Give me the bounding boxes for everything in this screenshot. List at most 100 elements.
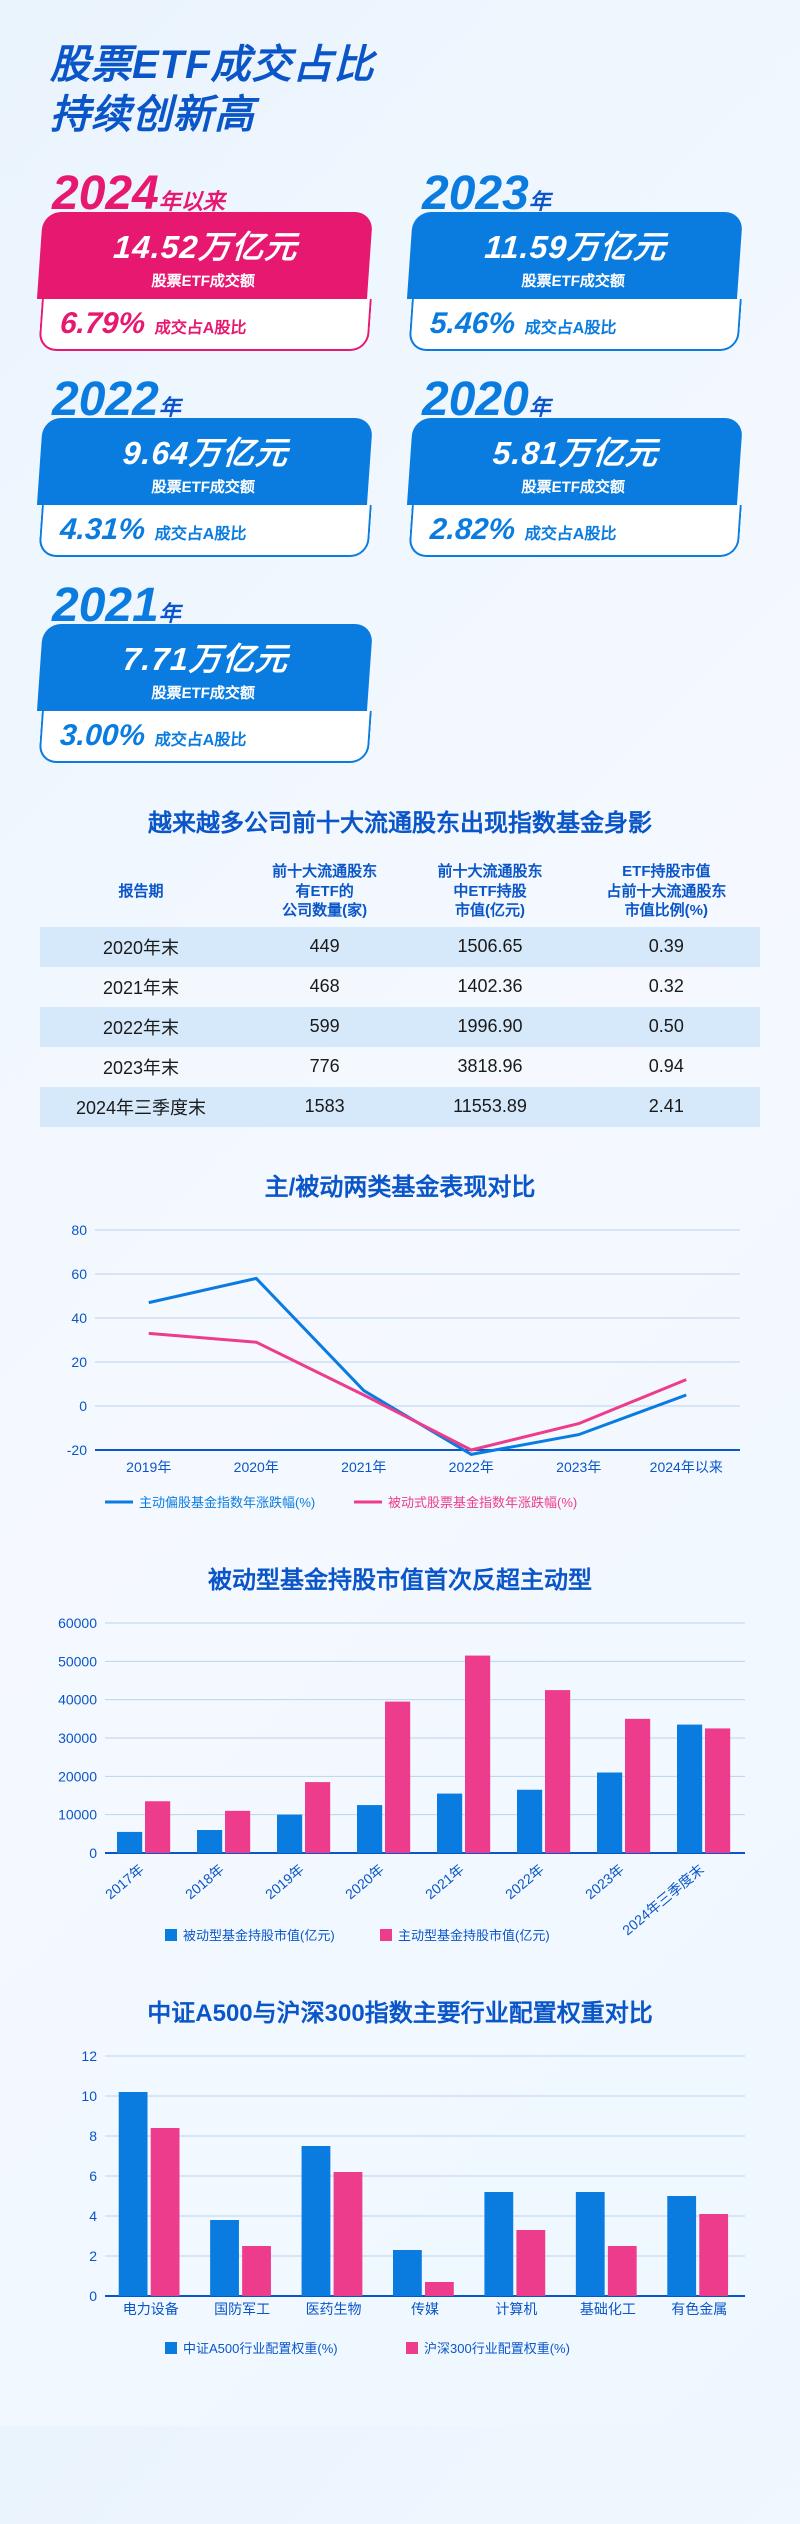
table-cell: 2022年末	[40, 1007, 242, 1047]
card-volume-label: 股票ETF成交额	[38, 270, 369, 291]
card-year-suffix: 年	[529, 189, 551, 214]
card-year: 2020	[422, 376, 529, 424]
card-bottom: 3.00% 成交占A股比	[38, 711, 372, 763]
line-chart-title: 主/被动两类基金表现对比	[40, 1167, 760, 1202]
svg-text:医药生物: 医药生物	[306, 2301, 362, 2317]
svg-text:12: 12	[81, 2048, 97, 2064]
table-cell: 468	[242, 967, 407, 1007]
card-ratio: 2.82%	[429, 513, 516, 547]
svg-text:10: 10	[81, 2088, 97, 2104]
svg-text:6: 6	[89, 2168, 97, 2184]
table-cell: 1996.90	[407, 1007, 572, 1047]
card-year: 2021	[52, 582, 159, 630]
page-title: 股票ETF成交占比持续创新高	[50, 40, 760, 140]
card-ratio-label: 成交占A股比	[154, 314, 247, 338]
svg-text:8: 8	[89, 2128, 97, 2144]
table-cell: 0.32	[573, 967, 760, 1007]
table-header: 前十大流通股东有ETF的公司数量(家)	[242, 856, 407, 927]
svg-text:2020年: 2020年	[342, 1861, 387, 1902]
svg-text:2019年: 2019年	[262, 1861, 307, 1902]
card-top: 9.64万亿元 股票ETF成交额	[37, 418, 373, 505]
bar-chart-section: 被动型基金持股市值首次反超主动型 01000020000300004000050…	[40, 1560, 760, 1953]
svg-text:2022年: 2022年	[449, 1459, 494, 1475]
card-ratio-label: 成交占A股比	[154, 520, 247, 544]
svg-text:2023年: 2023年	[556, 1459, 601, 1475]
card-volume-label: 股票ETF成交额	[38, 682, 369, 703]
card-volume: 7.71万亿元	[39, 634, 372, 680]
svg-text:主动型基金持股市值(亿元): 主动型基金持股市值(亿元)	[398, 1928, 550, 1943]
table-cell: 1402.36	[407, 967, 572, 1007]
card-year: 2024	[52, 170, 159, 218]
table-cell: 1506.65	[407, 927, 572, 967]
table-row: 2021年末4681402.360.32	[40, 967, 760, 1007]
svg-text:0: 0	[89, 1845, 97, 1861]
table-cell: 2021年末	[40, 967, 242, 1007]
table-row: 2023年末7763818.960.94	[40, 1047, 760, 1087]
svg-text:中证A500行业配置权重(%): 中证A500行业配置权重(%)	[183, 2341, 338, 2356]
card-top: 14.52万亿元 股票ETF成交额	[37, 212, 373, 299]
svg-text:-20: -20	[67, 1442, 87, 1458]
svg-text:传媒: 传媒	[411, 2301, 439, 2317]
svg-text:基础化工: 基础化工	[580, 2301, 636, 2317]
card-top: 5.81万亿元 股票ETF成交额	[407, 418, 743, 505]
card-top: 11.59万亿元 股票ETF成交额	[407, 212, 743, 299]
svg-text:2020年: 2020年	[234, 1459, 279, 1475]
svg-text:2018年: 2018年	[182, 1861, 227, 1902]
svg-text:4: 4	[89, 2208, 97, 2224]
card-ratio: 4.31%	[59, 513, 146, 547]
table-cell: 599	[242, 1007, 407, 1047]
table-cell: 2.41	[573, 1087, 760, 1127]
sector-chart: 024681012电力设备国防军工医药生物传媒计算机基础化工有色金属中证A500…	[40, 2046, 760, 2366]
card-year: 2022	[52, 376, 159, 424]
sector-chart-title: 中证A500与沪深300指数主要行业配置权重对比	[40, 1993, 760, 2028]
line-chart: -200204060802019年2020年2021年2022年2023年202…	[40, 1220, 760, 1520]
table-cell: 0.50	[573, 1007, 760, 1047]
table-row: 2020年末4491506.650.39	[40, 927, 760, 967]
card-ratio-label: 成交占A股比	[524, 314, 617, 338]
line-chart-section: 主/被动两类基金表现对比 -200204060802019年2020年2021年…	[40, 1167, 760, 1520]
card-year-suffix: 年	[529, 395, 551, 420]
table-cell: 2023年末	[40, 1047, 242, 1087]
card-year: 2023	[422, 170, 529, 218]
table-row: 2022年末5991996.900.50	[40, 1007, 760, 1047]
svg-text:主动偏股基金指数年涨跌幅(%): 主动偏股基金指数年涨跌幅(%)	[139, 1495, 315, 1510]
table-row: 2024年三季度末158311553.892.41	[40, 1087, 760, 1127]
card-volume: 11.59万亿元	[409, 222, 742, 268]
svg-text:2023年: 2023年	[582, 1861, 627, 1902]
svg-text:20000: 20000	[58, 1768, 97, 1784]
stat-card-2024: 2024年以来 14.52万亿元 股票ETF成交额 6.79% 成交占A股比	[40, 170, 370, 351]
table-cell: 2024年三季度末	[40, 1087, 242, 1127]
svg-text:2: 2	[89, 2248, 97, 2264]
svg-text:2022年: 2022年	[502, 1861, 547, 1902]
svg-text:80: 80	[71, 1222, 87, 1238]
card-bottom: 5.46% 成交占A股比	[408, 299, 742, 351]
bar-chart: 01000020000300004000050000600002017年2018…	[40, 1613, 760, 1953]
card-bottom: 6.79% 成交占A股比	[38, 299, 372, 351]
card-ratio: 5.46%	[429, 307, 516, 341]
svg-text:40: 40	[71, 1310, 87, 1326]
svg-text:50000: 50000	[58, 1653, 97, 1669]
stat-card-2023: 2023年 11.59万亿元 股票ETF成交额 5.46% 成交占A股比	[410, 170, 740, 351]
sector-chart-section: 中证A500与沪深300指数主要行业配置权重对比 024681012电力设备国防…	[40, 1993, 760, 2366]
svg-text:0: 0	[79, 1398, 87, 1414]
svg-text:2024年三季度末: 2024年三季度末	[619, 1861, 707, 1938]
table-header: 前十大流通股东中ETF持股市值(亿元)	[407, 856, 572, 927]
svg-text:沪深300行业配置权重(%): 沪深300行业配置权重(%)	[424, 2341, 570, 2356]
card-bottom: 2.82% 成交占A股比	[408, 505, 742, 557]
stat-card-2021: 2021年 7.71万亿元 股票ETF成交额 3.00% 成交占A股比	[40, 582, 370, 763]
table-title: 越来越多公司前十大流通股东出现指数基金身影	[40, 803, 760, 838]
svg-text:计算机: 计算机	[495, 2301, 537, 2317]
index-fund-table: 报告期前十大流通股东有ETF的公司数量(家)前十大流通股东中ETF持股市值(亿元…	[40, 856, 760, 1127]
card-year-suffix: 年	[159, 395, 181, 420]
svg-text:60000: 60000	[58, 1615, 97, 1631]
table-cell: 0.94	[573, 1047, 760, 1087]
card-volume: 14.52万亿元	[39, 222, 372, 268]
svg-text:40000: 40000	[58, 1691, 97, 1707]
card-volume-label: 股票ETF成交额	[408, 476, 739, 497]
table-cell: 11553.89	[407, 1087, 572, 1127]
card-volume: 5.81万亿元	[409, 428, 742, 474]
table-cell: 2020年末	[40, 927, 242, 967]
card-ratio: 3.00%	[59, 719, 146, 753]
stat-card-2022: 2022年 9.64万亿元 股票ETF成交额 4.31% 成交占A股比	[40, 376, 370, 557]
card-volume: 9.64万亿元	[39, 428, 372, 474]
